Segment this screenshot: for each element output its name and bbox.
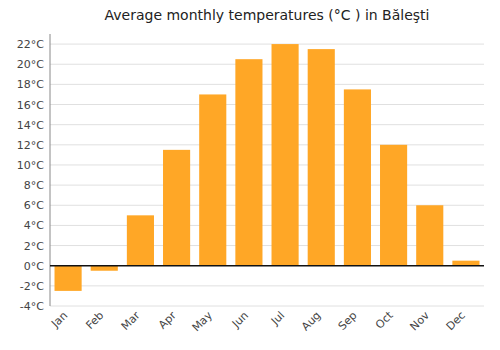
grid: [50, 44, 484, 306]
grid-line: [50, 124, 484, 125]
bar: [452, 261, 479, 266]
x-tick-label: May: [190, 309, 216, 335]
bar: [199, 94, 226, 265]
y-tick-label: -4°C: [20, 300, 44, 313]
x-tick-label: Jun: [229, 309, 251, 331]
y-tick-label: 2°C: [24, 240, 44, 253]
x-tick-label: Oct: [373, 308, 396, 331]
y-tick-label: 14°C: [17, 119, 44, 132]
grid-line: [50, 144, 484, 145]
grid-line: [50, 104, 484, 105]
zero-line: [50, 265, 484, 267]
chart: Average monthly temperatures (°C ) in Bă…: [0, 0, 500, 350]
grid-line: [50, 164, 484, 165]
y-axis: -4°C -2°C 0°C 2°C 4°C 6°C 8°C 10°C 12°C 14°C 16°C 1…: [17, 34, 50, 313]
x-tick-label: Jul: [268, 309, 287, 328]
x-tick-label: Nov: [407, 309, 432, 334]
y-tick-label: -2°C: [20, 280, 44, 293]
bar: [55, 266, 82, 291]
y-tick-label: 4°C: [24, 219, 44, 232]
grid-line: [50, 44, 484, 45]
x-tick-label: Apr: [156, 309, 179, 332]
grid-line: [50, 64, 484, 65]
bar: [235, 59, 262, 266]
x-tick-label: Mar: [119, 309, 143, 333]
y-tick-label: 18°C: [17, 78, 44, 91]
bar: [380, 145, 407, 266]
bar: [272, 44, 299, 266]
x-tick-label: Sep: [336, 309, 360, 333]
grid-line: [50, 185, 484, 186]
bar: [91, 266, 118, 271]
x-axis: Jan Feb Mar Apr May Jun Jul Aug Sep Oct Nov Dec: [48, 308, 468, 334]
bar: [127, 215, 154, 265]
title: Average monthly temperatures (°C ) in Bă…: [105, 7, 430, 23]
bar: [163, 150, 190, 266]
y-tick-label: 16°C: [17, 99, 44, 112]
page: {"chart_data": {"type": "bar", "title": …: [0, 0, 500, 350]
bar: [308, 49, 335, 266]
bars: [55, 44, 480, 291]
y-tick-label: 0°C: [24, 260, 44, 273]
y-tick-label: 8°C: [24, 179, 44, 192]
grid-line: [50, 84, 484, 85]
x-tick-label: Aug: [299, 309, 323, 333]
x-tick-label: Jan: [48, 309, 70, 331]
y-tick-label: 10°C: [17, 159, 44, 172]
grid-line: [50, 285, 484, 286]
y-tick-label: 20°C: [17, 58, 44, 71]
grid-line: [50, 306, 484, 307]
y-tick-label: 6°C: [24, 199, 44, 212]
x-tick-label: Feb: [83, 309, 106, 332]
bar: [344, 89, 371, 265]
y-tick-label: 22°C: [17, 38, 44, 51]
x-tick-label: Dec: [444, 309, 468, 333]
y-tick-label: 12°C: [17, 139, 44, 152]
bar: [416, 205, 443, 265]
